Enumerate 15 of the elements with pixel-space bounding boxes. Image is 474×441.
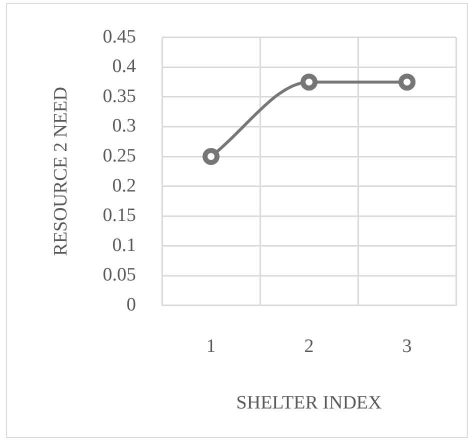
y-tick-label: 0.15 <box>102 205 136 226</box>
y-tick-label: 0.4 <box>112 56 137 78</box>
x-tick-label: 2 <box>304 336 314 357</box>
y-tick-label: 0.25 <box>102 145 136 166</box>
y-tick-label: 0.45 <box>102 26 136 48</box>
y-tick-label: 0.1 <box>112 234 136 256</box>
y-tick-label: 0.3 <box>112 116 136 137</box>
y-tick-label: 0.05 <box>102 264 136 286</box>
y-tick-label: 0.2 <box>112 175 136 196</box>
x-tick-label: 1 <box>206 336 216 357</box>
y-tick-label: 0 <box>126 294 136 316</box>
y-tick-label: 0.35 <box>102 86 136 107</box>
x-tick-label: 3 <box>402 336 412 357</box>
x-axis-title: SHELTER INDEX <box>236 392 382 414</box>
y-axis-title: RESOURCE 2 NEED <box>50 86 72 256</box>
